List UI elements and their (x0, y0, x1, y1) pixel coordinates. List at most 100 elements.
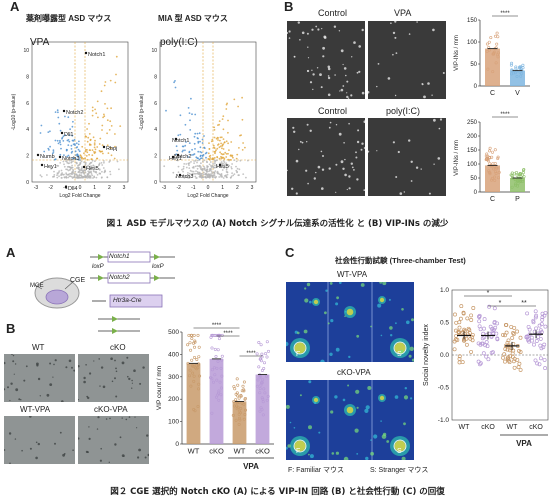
heat-dot (331, 452, 335, 455)
volcano-point (184, 123, 187, 126)
data-dot (485, 157, 489, 161)
cell-speck (355, 151, 357, 154)
data-dot (198, 374, 202, 378)
volcano-point (184, 175, 187, 178)
cell-speck (97, 416, 100, 419)
volcano-point (90, 158, 93, 161)
cell-speck (39, 395, 41, 397)
volcano-point (220, 176, 223, 178)
cell-speck (85, 364, 87, 366)
y-tick-label: 0 (474, 190, 478, 196)
y-tick-label: 0 (175, 441, 179, 448)
cell-speck (20, 399, 22, 401)
heat-dot (409, 346, 414, 351)
volcano-point (224, 151, 227, 154)
data-dot (510, 68, 514, 72)
data-dot (192, 364, 196, 368)
data-dot (492, 50, 496, 54)
data-dot (231, 413, 235, 417)
volcano-point (95, 112, 98, 115)
cell-speck (403, 191, 405, 193)
cell-speck (119, 436, 122, 439)
data-dot (517, 178, 521, 182)
data-dot (237, 416, 241, 420)
volcano-point (77, 164, 79, 167)
y-tick-label: -0.5 (438, 385, 450, 392)
construct-notch1: Notch1 (109, 253, 130, 260)
volcano-point (95, 171, 98, 174)
cell-speck (420, 168, 422, 170)
bar-chart-vip-vpa: 150 100 50 0 C V VIP-INs / mm **** (450, 8, 550, 103)
volcano-point (80, 160, 83, 163)
cell-speck (328, 167, 331, 170)
volcano-point (216, 147, 219, 150)
data-dot (242, 389, 246, 393)
volcano-point (54, 111, 57, 113)
volcano-point (196, 159, 199, 162)
volcano-point (221, 169, 224, 171)
data-dot (543, 324, 548, 329)
gene-point (60, 131, 64, 135)
volcano-point (70, 175, 73, 178)
volcano-point (75, 173, 77, 176)
data-dot (266, 394, 270, 398)
volcano-point (57, 172, 59, 175)
data-dot (521, 63, 525, 67)
img-label-polyic: poly(I:C) (386, 106, 421, 116)
volcano-point (204, 176, 207, 179)
bar-wt (186, 363, 201, 444)
x-tick-label-cko: cKO (209, 447, 224, 456)
volcano-point (208, 142, 210, 145)
data-dot (496, 55, 500, 59)
volcano-point (68, 159, 71, 162)
volcano-point (213, 171, 216, 174)
micrograph-wt (3, 353, 76, 403)
data-dot (512, 365, 517, 370)
volcano-point (213, 129, 216, 131)
cell-speck (307, 69, 310, 73)
data-dot (457, 356, 462, 361)
group-label-vpa: VPA (516, 439, 532, 448)
volcano-point (239, 159, 242, 162)
volcano-point (174, 80, 176, 82)
volcano-point (181, 168, 183, 171)
data-dot (510, 61, 514, 65)
volcano-point (83, 161, 85, 164)
cell-speck (297, 21, 300, 24)
volcano-point (86, 140, 89, 143)
volcano-point (77, 148, 80, 151)
gene-label-rbpj: Rbpj (106, 146, 117, 152)
volcano-point (173, 81, 175, 84)
heat-dot (381, 434, 387, 439)
volcano-point (208, 148, 211, 150)
heat-dot (410, 397, 413, 400)
x-tick-label-wt: WT (188, 447, 200, 456)
volcano-point (74, 150, 77, 153)
volcano-left-title: 薬剤曝露型 ASD マウス (26, 14, 112, 23)
data-dot (493, 148, 497, 152)
data-dot (507, 360, 512, 365)
legend-familiar: F: Familiar マウス (288, 467, 344, 474)
figure-2-caption: 図２ CGE 選択的 Notch cKO (A) による VIP-IN 回路 (… (110, 487, 445, 497)
y-tick-label: 150 (467, 18, 478, 24)
cell-speck (77, 399, 79, 401)
cell-speck (327, 76, 331, 80)
volcano-point (203, 135, 205, 137)
data-dot (515, 75, 519, 79)
cell-speck (306, 32, 309, 35)
volcano-point (61, 137, 63, 140)
data-dot (215, 333, 219, 337)
volcano-point (223, 141, 226, 144)
data-dot (487, 304, 492, 309)
volcano-point (59, 141, 61, 144)
cell-speck (344, 158, 346, 161)
volcano-point (235, 169, 238, 172)
heat-spot (313, 397, 319, 403)
volcano-point (211, 158, 214, 160)
cell-speck (9, 399, 11, 402)
volcano-point (217, 143, 220, 146)
bar-wt (232, 401, 247, 444)
behavior-test-title: 社会性行動試験 (Three-chamber Test) (335, 256, 466, 265)
heatmap-label-wt-vpa: WT-VPA (337, 270, 368, 279)
volcano-point (94, 139, 96, 142)
